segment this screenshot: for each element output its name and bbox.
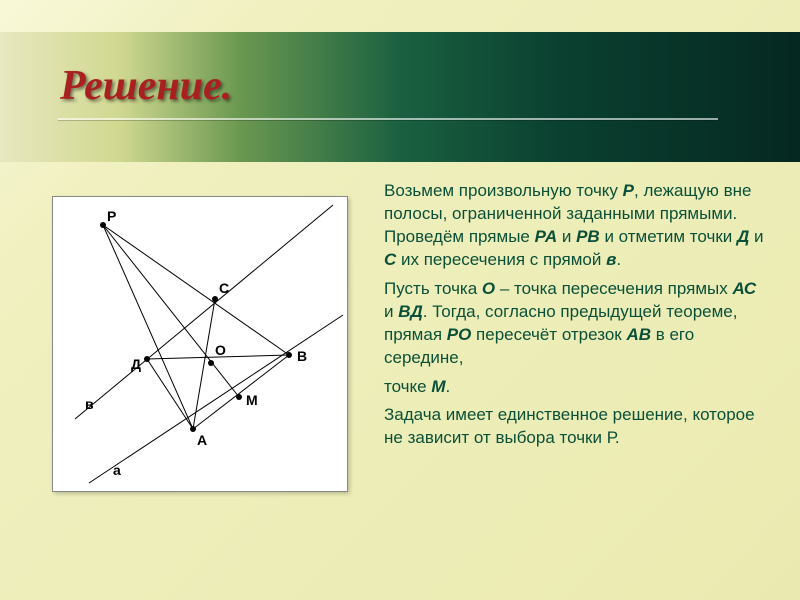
diagram-svg: Р С Д В О М Ав а — [53, 197, 349, 493]
paragraph-4: Задача имеет единственное решение, котор… — [384, 404, 764, 450]
title-underline — [58, 118, 718, 120]
paragraph-2: Пусть точка О – точка пересечения прямых… — [384, 278, 764, 370]
svg-text:а: а — [113, 462, 121, 478]
paragraph-3: точке М. — [384, 376, 764, 399]
solution-text: Возьмем произвольную точку Р, лежащую вн… — [384, 180, 764, 456]
svg-text:М: М — [246, 392, 258, 408]
svg-text:А: А — [197, 432, 207, 448]
geometry-diagram: Р С Д В О М Ав а — [52, 196, 348, 492]
paragraph-1: Возьмем произвольную точку Р, лежащую вн… — [384, 180, 764, 272]
svg-text:В: В — [297, 348, 307, 364]
svg-text:Р: Р — [107, 208, 116, 224]
svg-text:Д: Д — [131, 356, 141, 372]
svg-text:в: в — [85, 396, 94, 412]
svg-text:С: С — [219, 280, 229, 296]
svg-text:О: О — [215, 342, 226, 358]
slide-title: Решение. — [60, 62, 232, 110]
